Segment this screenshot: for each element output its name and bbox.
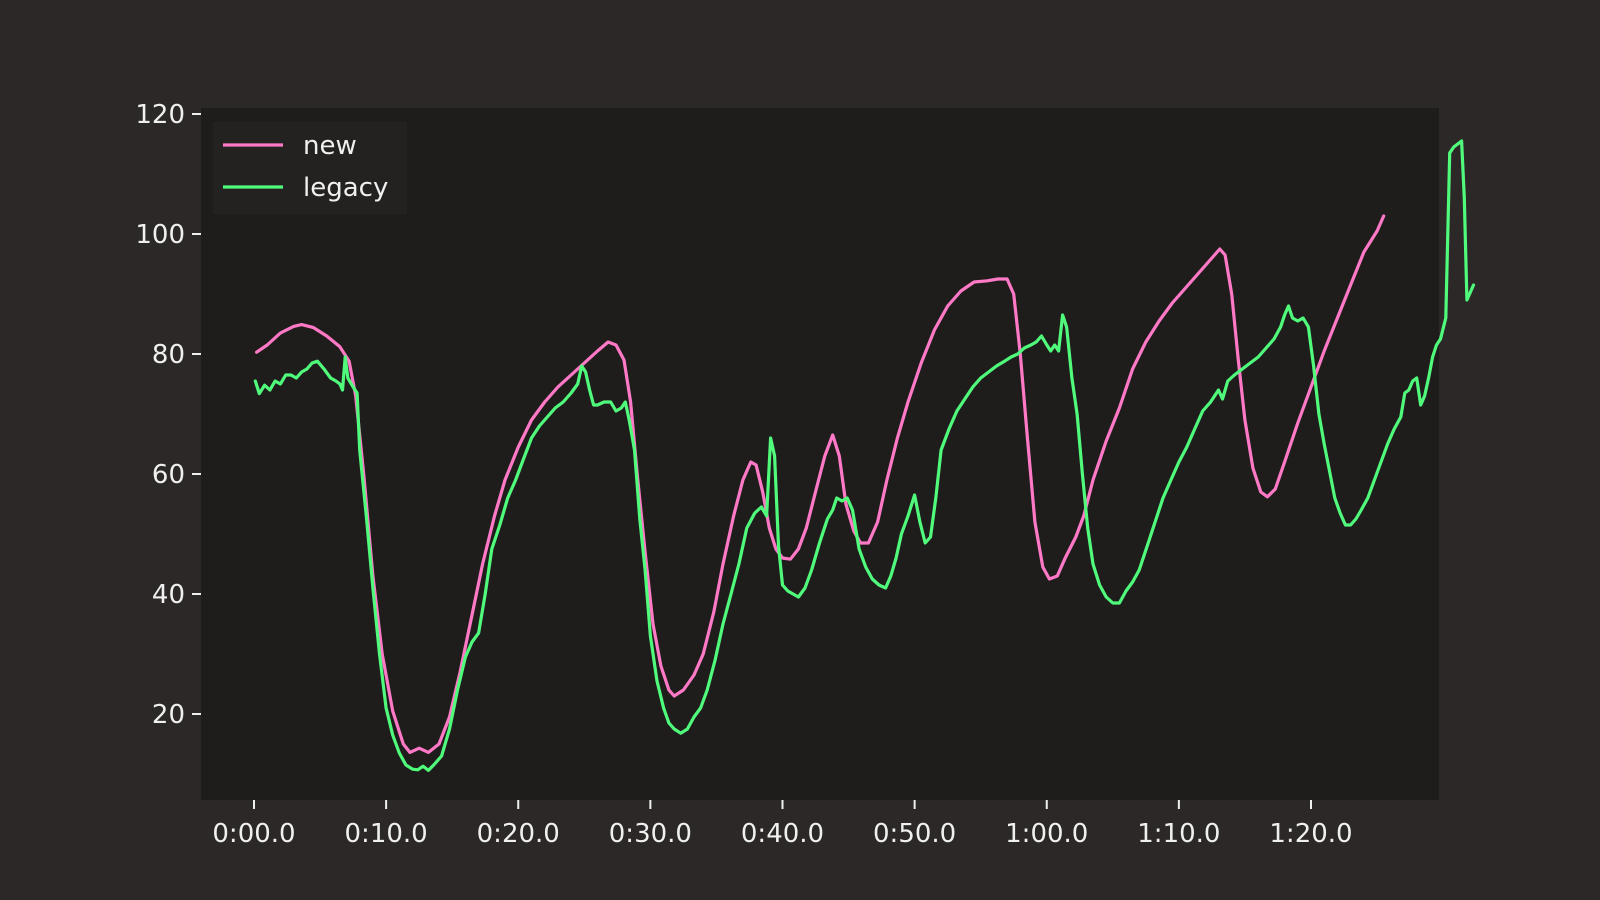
plot-area (201, 108, 1439, 800)
y-tick-label: 60 (152, 460, 185, 490)
y-axis: 20 40 60 80 100 120 (135, 100, 201, 730)
legend-label-new: new (303, 131, 357, 161)
x-tick-label: 0:20.0 (477, 819, 560, 849)
y-tick-label: 20 (152, 700, 185, 730)
y-tick-label: 120 (135, 100, 185, 130)
series-layer (253, 139, 1476, 772)
y-tick-label: 40 (152, 580, 185, 610)
x-tick-label: 0:10.0 (345, 819, 428, 849)
y-tick-label: 100 (135, 220, 185, 250)
series-line-legacy (253, 139, 1476, 772)
legend-label-legacy: legacy (303, 173, 388, 203)
series-line-new (255, 214, 1386, 754)
x-tick-label: 1:10.0 (1137, 819, 1220, 849)
x-tick-label: 0:30.0 (609, 819, 692, 849)
x-axis: 0:00.0 0:10.0 0:20.0 0:30.0 0:40.0 0:50.0 1:00… (212, 800, 1353, 849)
y-tick-label: 80 (152, 340, 185, 370)
x-tick-label: 0:50.0 (873, 819, 956, 849)
x-tick-label: 0:40.0 (741, 819, 824, 849)
x-tick-label: 1:00.0 (1005, 819, 1088, 849)
x-tick-label: 1:20.0 (1269, 819, 1352, 849)
legend-box (213, 122, 407, 214)
legend: new legacy (213, 122, 407, 214)
x-tick-label: 0:00.0 (212, 819, 295, 849)
